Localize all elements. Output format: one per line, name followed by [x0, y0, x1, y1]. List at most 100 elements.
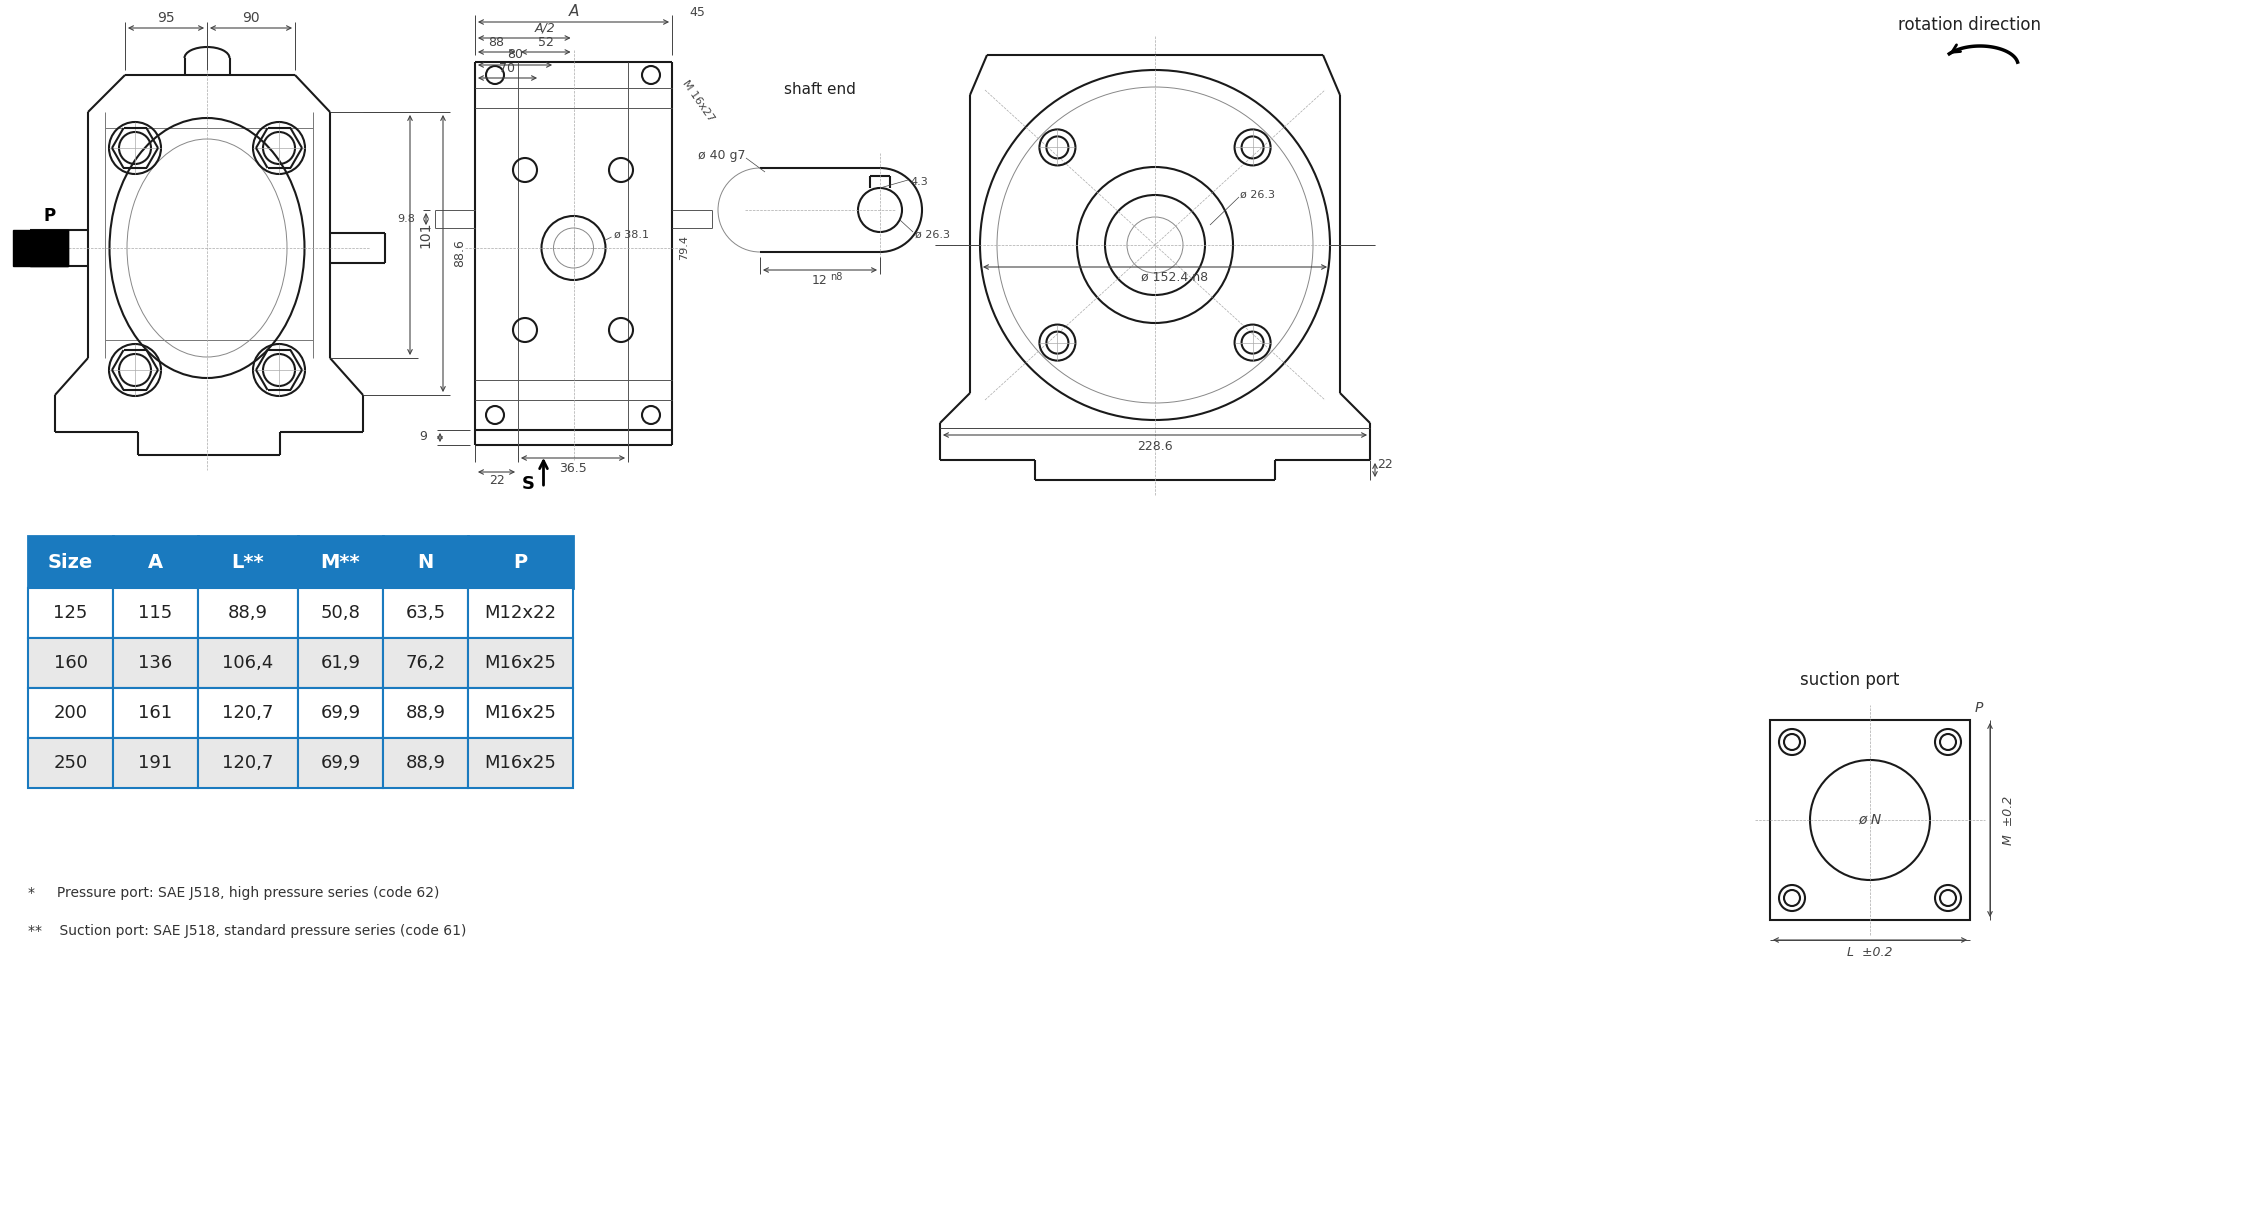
Text: M16x25: M16x25	[484, 754, 556, 772]
Bar	[27, 638, 113, 688]
Text: M12x22: M12x22	[484, 604, 556, 623]
Text: L**: L**	[232, 552, 263, 572]
Bar	[468, 589, 572, 638]
Text: 4.3: 4.3	[910, 178, 928, 187]
Text: 160: 160	[54, 654, 88, 672]
Bar	[198, 536, 297, 589]
Bar	[27, 688, 113, 738]
Text: ø 152.4 n8: ø 152.4 n8	[1142, 270, 1209, 283]
Text: 161: 161	[137, 704, 173, 722]
Bar	[468, 638, 572, 688]
Text: shaft end: shaft end	[784, 83, 856, 97]
FancyArrow shape	[14, 230, 68, 266]
Bar	[113, 589, 198, 638]
Bar	[383, 536, 468, 589]
Text: S: S	[522, 475, 536, 492]
Text: 101: 101	[419, 221, 432, 248]
Text: 69,9: 69,9	[320, 704, 360, 722]
Text: Size: Size	[47, 552, 92, 572]
Bar	[113, 638, 198, 688]
Text: 22: 22	[489, 473, 504, 486]
Bar	[113, 536, 198, 589]
Text: 106,4: 106,4	[223, 654, 275, 672]
Bar	[383, 638, 468, 688]
Bar	[297, 738, 383, 788]
Text: 52: 52	[538, 35, 554, 49]
Text: 79.4: 79.4	[680, 236, 689, 260]
Text: ø 40 g7: ø 40 g7	[698, 148, 745, 162]
Bar	[198, 688, 297, 738]
Text: 228.6: 228.6	[1137, 439, 1173, 452]
Bar	[27, 738, 113, 788]
Text: P: P	[45, 207, 56, 225]
Text: ø 26.3: ø 26.3	[914, 230, 950, 240]
Text: 36.5: 36.5	[558, 462, 588, 474]
Text: ø 26.3: ø 26.3	[1241, 190, 1275, 199]
Bar	[297, 638, 383, 688]
Text: 136: 136	[137, 654, 173, 672]
Text: 191: 191	[137, 754, 173, 772]
Text: 69,9: 69,9	[320, 754, 360, 772]
Text: ø 38.1: ø 38.1	[613, 230, 649, 240]
Text: rotation direction: rotation direction	[1898, 16, 2043, 34]
Text: 90: 90	[243, 11, 259, 26]
Bar	[297, 536, 383, 589]
Bar	[1770, 720, 1970, 921]
Text: 12: 12	[813, 274, 829, 287]
Text: L  ±0.2: L ±0.2	[1847, 946, 1892, 958]
Text: *     Pressure port: SAE J518, high pressure series (code 62): * Pressure port: SAE J518, high pressure…	[27, 886, 439, 900]
Bar	[297, 688, 383, 738]
Text: 115: 115	[137, 604, 173, 623]
Text: n8: n8	[831, 272, 842, 282]
Bar	[113, 688, 198, 738]
Text: 120,7: 120,7	[223, 754, 275, 772]
Text: A/2: A/2	[536, 22, 556, 34]
Text: M**: M**	[320, 552, 360, 572]
Text: 9.8: 9.8	[396, 214, 414, 224]
Bar	[198, 638, 297, 688]
Bar	[297, 589, 383, 638]
Text: 70: 70	[500, 62, 516, 74]
Text: 88,9: 88,9	[405, 754, 446, 772]
Text: 80: 80	[507, 49, 522, 62]
Text: M 16x27: M 16x27	[680, 78, 716, 123]
Text: M  ±0.2: M ±0.2	[2002, 795, 2016, 845]
Text: A: A	[568, 5, 579, 19]
Bar	[383, 688, 468, 738]
Bar	[113, 738, 198, 788]
Text: **    Suction port: SAE J518, standard pressure series (code 61): ** Suction port: SAE J518, standard pres…	[27, 924, 466, 938]
Text: 50,8: 50,8	[320, 604, 360, 623]
Bar	[468, 688, 572, 738]
Polygon shape	[29, 230, 68, 266]
Text: 200: 200	[54, 704, 88, 722]
Bar	[383, 738, 468, 788]
Text: 61,9: 61,9	[320, 654, 360, 672]
Bar	[468, 738, 572, 788]
Text: M16x25: M16x25	[484, 654, 556, 672]
Bar	[198, 738, 297, 788]
Text: 88.6: 88.6	[453, 240, 466, 268]
Bar	[468, 536, 572, 589]
Text: 63,5: 63,5	[405, 604, 446, 623]
Text: 88,9: 88,9	[405, 704, 446, 722]
Text: 250: 250	[54, 754, 88, 772]
Text: 76,2: 76,2	[405, 654, 446, 672]
Bar	[198, 589, 297, 638]
Text: P: P	[1975, 700, 1984, 715]
Text: 9: 9	[419, 430, 428, 444]
Text: 45: 45	[689, 6, 705, 18]
Text: A: A	[149, 552, 162, 572]
Text: P: P	[513, 552, 527, 572]
Text: 88: 88	[489, 35, 504, 49]
Text: 88,9: 88,9	[227, 604, 268, 623]
Bar	[27, 536, 113, 589]
Bar	[27, 589, 113, 638]
Text: 125: 125	[54, 604, 88, 623]
Bar	[383, 589, 468, 638]
Text: N: N	[417, 552, 435, 572]
Text: ø N: ø N	[1858, 814, 1883, 827]
Text: suction port: suction port	[1799, 671, 1901, 689]
Text: 22: 22	[1376, 458, 1392, 472]
Text: 120,7: 120,7	[223, 704, 275, 722]
Text: M16x25: M16x25	[484, 704, 556, 722]
